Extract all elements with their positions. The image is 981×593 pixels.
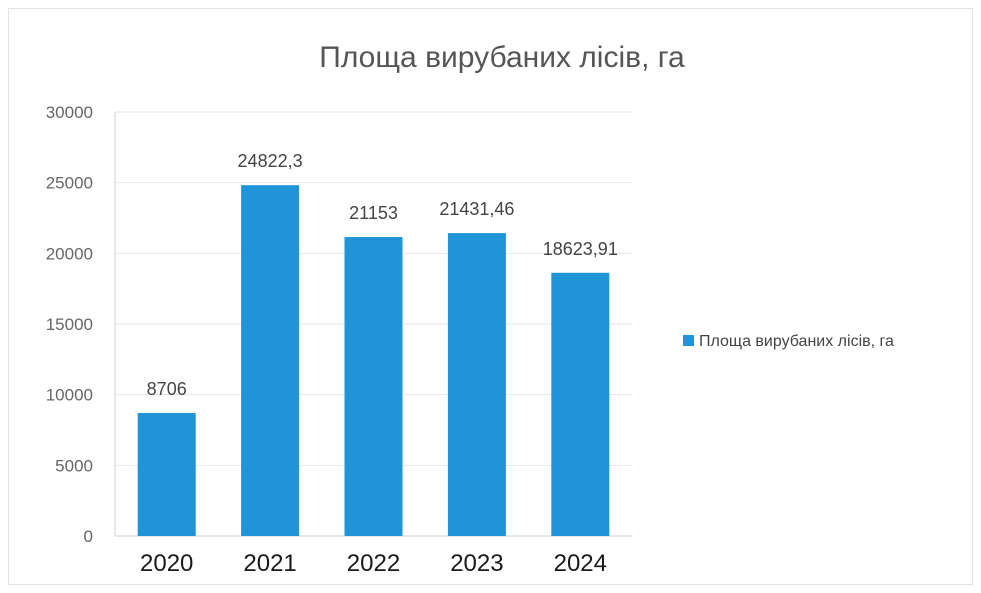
x-tick-label: 2024 [554,550,607,577]
bar [551,272,610,536]
x-tick-label: 2021 [243,550,296,577]
legend: Площа вирубаних лісів, га [683,333,894,350]
y-tick-label: 15000 [46,315,93,334]
y-tick-label: 5000 [55,456,93,475]
y-tick-label: 0 [84,527,93,546]
bar [447,233,506,536]
y-tick-label: 30000 [46,103,93,122]
bar [137,412,196,536]
y-tick-label: 10000 [46,386,93,405]
data-label: 21153 [349,203,398,223]
data-label: 24822,3 [238,151,303,171]
bar [344,237,403,536]
y-tick-label: 20000 [46,244,93,263]
bar [241,185,300,536]
bars [137,185,610,536]
data-label: 18623,91 [543,239,618,259]
data-labels: 8706 24822,3 21153 21431,46 18623,91 [147,151,618,399]
x-tick-label: 2023 [450,550,503,577]
x-tick-label: 2022 [347,550,400,577]
chart-title: Площа вирубаних лісів, га [319,41,685,74]
data-label: 8706 [147,379,187,399]
x-axis-ticks: 2020 2021 2022 2023 2024 [140,550,607,577]
y-axis-ticks: 0 5000 10000 15000 20000 25000 30000 [46,103,93,546]
x-tick-label: 2020 [140,550,193,577]
legend-label: Площа вирубаних лісів, га [699,333,894,350]
legend-swatch [683,335,694,346]
y-tick-label: 25000 [46,174,93,193]
data-label: 21431,46 [439,199,514,219]
